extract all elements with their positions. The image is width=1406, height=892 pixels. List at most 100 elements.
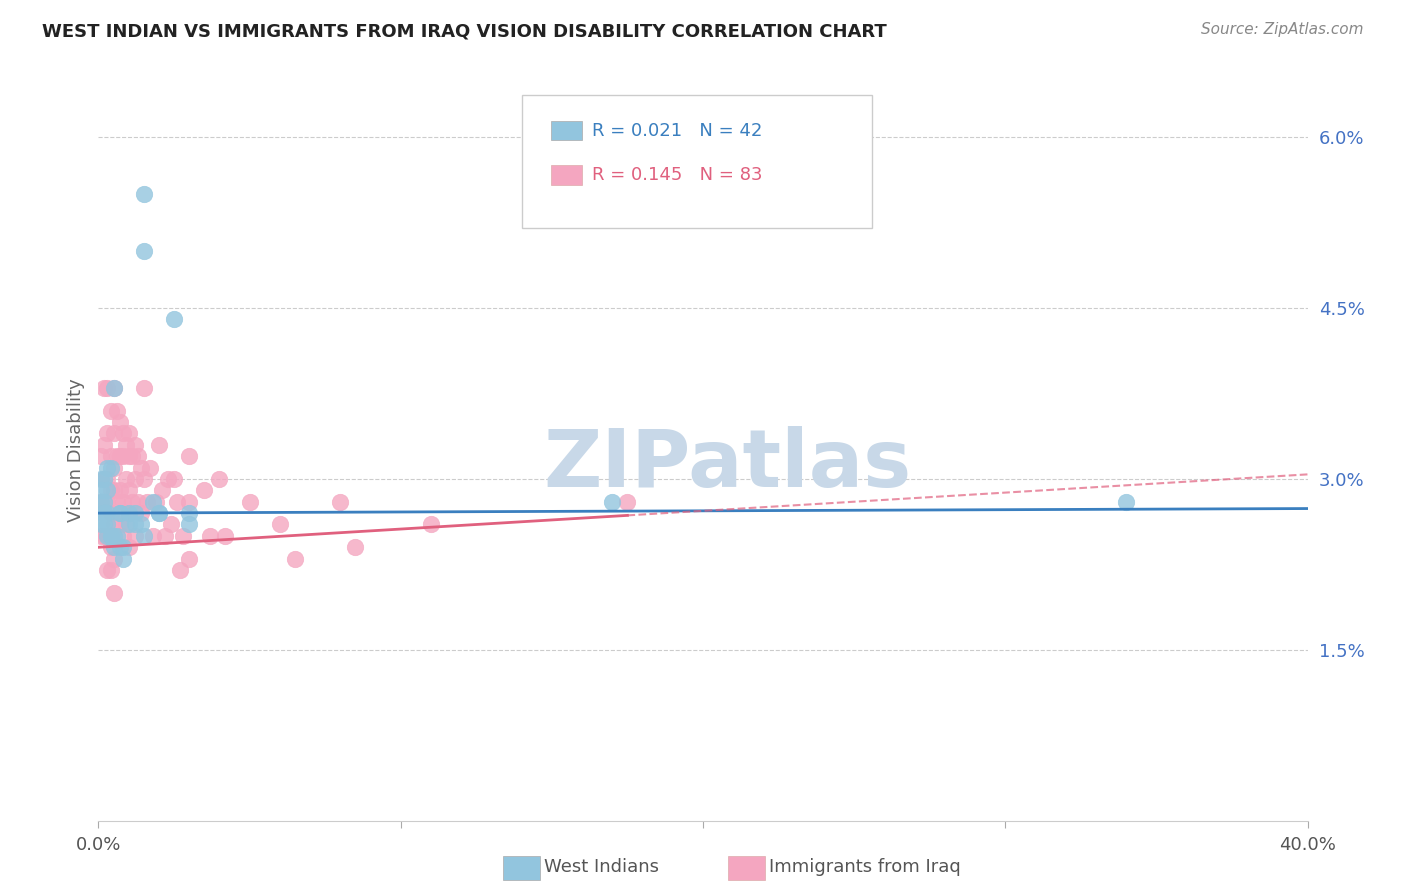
Point (103, 483, 125, 498)
Point (100, 460, 122, 475)
Point (239, 494, 262, 508)
Point (100, 529, 122, 543)
Point (108, 517, 131, 532)
Point (96, 381, 118, 395)
Point (169, 563, 191, 577)
Point (163, 472, 186, 486)
Point (179, 449, 201, 463)
Point (132, 244, 155, 259)
Y-axis label: Vision Disability: Vision Disability (66, 378, 84, 523)
Text: West Indians: West Indians (544, 858, 659, 876)
Point (127, 494, 149, 508)
Point (100, 529, 122, 543)
Point (103, 541, 125, 555)
Point (90, 494, 112, 508)
Point (179, 506, 201, 520)
Text: ZIPatlas: ZIPatlas (543, 426, 911, 504)
FancyBboxPatch shape (551, 121, 582, 140)
Point (90, 449, 112, 463)
Point (156, 472, 179, 486)
Point (93, 438, 115, 452)
Point (96, 494, 118, 508)
Point (163, 312, 186, 326)
Point (93, 506, 115, 520)
Text: R = 0.145   N = 83: R = 0.145 N = 83 (592, 166, 762, 184)
Point (214, 529, 236, 543)
Point (616, 494, 638, 508)
Point (118, 483, 141, 498)
Point (118, 541, 141, 555)
Point (1115, 494, 1137, 508)
Point (150, 483, 173, 498)
Point (100, 563, 122, 577)
Point (93, 494, 115, 508)
Point (124, 529, 146, 543)
Point (121, 494, 143, 508)
Point (90, 483, 112, 498)
Point (148, 438, 170, 452)
FancyBboxPatch shape (522, 95, 872, 228)
Point (284, 551, 307, 566)
Point (139, 460, 162, 475)
Point (145, 494, 167, 508)
Point (114, 472, 136, 486)
Point (124, 438, 146, 452)
Point (420, 517, 443, 532)
Point (103, 586, 125, 600)
Point (96, 563, 118, 577)
FancyBboxPatch shape (551, 165, 582, 185)
Point (100, 483, 122, 498)
Point (129, 460, 152, 475)
Point (90, 517, 112, 532)
Point (103, 426, 125, 441)
Point (100, 541, 122, 555)
Point (118, 426, 141, 441)
Point (90, 529, 112, 543)
Point (142, 529, 165, 543)
Point (105, 449, 128, 463)
Point (96, 483, 118, 498)
Point (124, 517, 146, 532)
Point (100, 403, 122, 417)
Point (93, 506, 115, 520)
Point (103, 381, 125, 395)
Text: R = 0.021   N = 42: R = 0.021 N = 42 (592, 121, 762, 140)
Point (172, 529, 194, 543)
Point (118, 506, 141, 520)
Point (90, 472, 112, 486)
Point (103, 529, 125, 543)
Point (132, 381, 155, 395)
Point (96, 506, 118, 520)
Point (105, 529, 128, 543)
Text: WEST INDIAN VS IMMIGRANTS FROM IRAQ VISION DISABILITY CORRELATION CHART: WEST INDIAN VS IMMIGRANTS FROM IRAQ VISI… (42, 22, 887, 40)
Point (132, 472, 155, 486)
Text: Source: ZipAtlas.com: Source: ZipAtlas.com (1201, 22, 1364, 37)
Point (111, 449, 134, 463)
Point (105, 403, 128, 417)
Point (118, 506, 141, 520)
Point (100, 449, 122, 463)
Point (179, 551, 201, 566)
Point (344, 541, 367, 555)
Point (105, 494, 128, 508)
Point (329, 494, 352, 508)
Point (179, 517, 201, 532)
Point (148, 506, 170, 520)
Point (200, 529, 222, 543)
Point (135, 494, 157, 508)
Text: Immigrants from Iraq: Immigrants from Iraq (769, 858, 960, 876)
Point (96, 529, 118, 543)
Point (108, 449, 131, 463)
Point (100, 506, 122, 520)
Point (142, 494, 165, 508)
Point (93, 472, 115, 486)
Point (127, 449, 149, 463)
Point (179, 494, 201, 508)
Point (96, 426, 118, 441)
Point (96, 517, 118, 532)
Point (121, 449, 143, 463)
Point (96, 460, 118, 475)
Point (103, 460, 125, 475)
Point (132, 529, 155, 543)
Point (193, 483, 215, 498)
